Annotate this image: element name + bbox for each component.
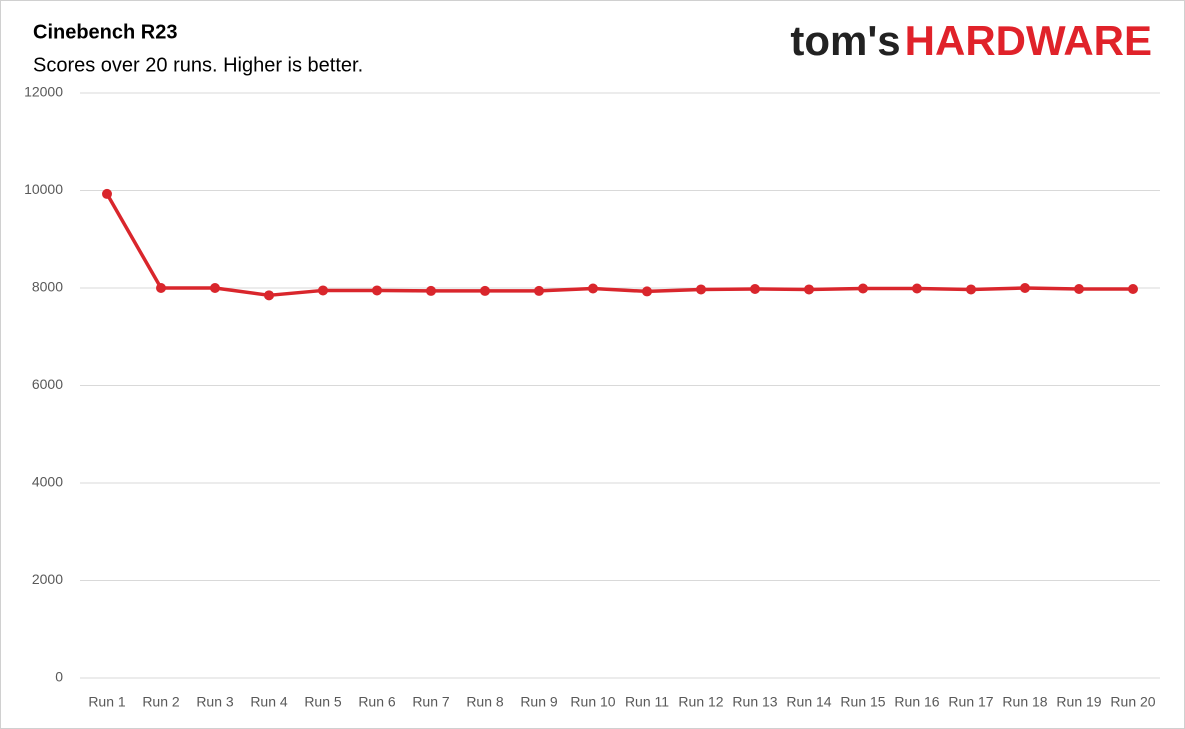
y-tick-label: 4000	[32, 474, 63, 490]
point	[696, 284, 706, 295]
y-tick-label: 12000	[24, 84, 63, 100]
x-tick-label: Run 3	[196, 694, 234, 710]
point	[318, 285, 328, 296]
point	[480, 285, 490, 296]
x-tick-label: Run 4	[250, 694, 288, 710]
x-tick-label: Run 12	[678, 694, 723, 710]
point	[1128, 283, 1138, 294]
point	[426, 285, 436, 296]
x-tick-label: Run 6	[358, 694, 396, 710]
logo-left: tom's	[790, 17, 900, 64]
point	[588, 283, 598, 294]
chart-title: Cinebench R23	[33, 21, 177, 43]
x-tick-label: Run 2	[142, 694, 180, 710]
y-tick-label: 10000	[24, 181, 63, 197]
point	[858, 283, 868, 294]
x-tick-label: Run 20	[1110, 694, 1155, 710]
point	[750, 283, 760, 294]
y-tick-label: 0	[55, 669, 63, 685]
point	[534, 285, 544, 296]
x-tick-label: Run 7	[412, 694, 450, 710]
x-tick-label: Run 15	[840, 694, 885, 710]
x-tick-label: Run 13	[732, 694, 777, 710]
x-tick-label: Run 14	[786, 694, 831, 710]
point	[102, 188, 112, 199]
x-tick-label: Run 16	[894, 694, 939, 710]
x-tick-label: Run 1	[88, 694, 126, 710]
point	[1074, 283, 1084, 294]
x-tick-label: Run 18	[1002, 694, 1047, 710]
y-tick-label: 6000	[32, 376, 63, 392]
line-series	[105, 193, 1133, 298]
point	[372, 285, 382, 296]
point	[912, 283, 922, 294]
logo: tom'sHARDWARE	[790, 17, 1152, 64]
point	[210, 283, 220, 293]
x-tick-label: Run 10	[570, 694, 615, 710]
x-tick-label: Run 5	[304, 694, 342, 710]
x-tick-label: Run 11	[625, 694, 669, 710]
chart-subtitle: Scores over 20 runs. Higher is better.	[33, 54, 363, 76]
x-tick-label: Run 19	[1056, 694, 1101, 710]
x-tick-label: Run 8	[466, 694, 504, 710]
point	[804, 284, 814, 295]
point	[642, 286, 652, 297]
y-tick-label: 8000	[32, 279, 63, 295]
point	[156, 283, 166, 293]
point	[264, 290, 274, 301]
point	[1020, 283, 1030, 293]
logo-right: HARDWARE	[905, 17, 1152, 64]
y-tick-label: 2000	[32, 571, 63, 587]
x-tick-label: Run 9	[520, 694, 558, 710]
x-tick-label: Run 17	[948, 694, 993, 710]
point	[966, 284, 976, 295]
